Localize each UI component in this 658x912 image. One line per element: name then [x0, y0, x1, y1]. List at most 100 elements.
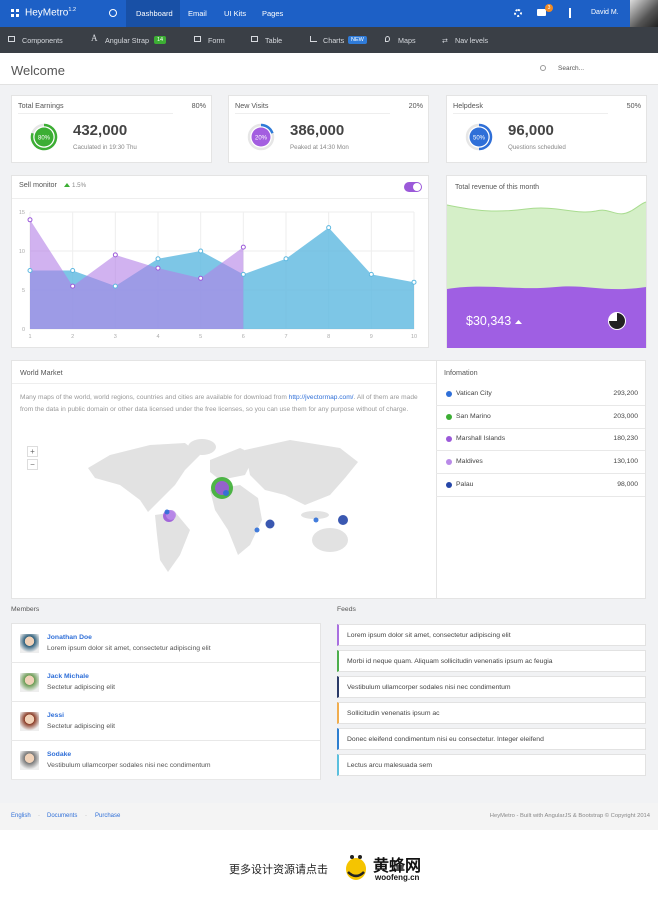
- nav-item[interactable]: UI Kits: [224, 9, 247, 18]
- user-avatar[interactable]: [630, 0, 658, 27]
- member-name: Sodake: [47, 751, 72, 758]
- y-tick-label: 15: [19, 210, 25, 216]
- stat-title: Helpdesk: [453, 101, 483, 110]
- watermark-brand: 黄蜂网: [373, 858, 422, 875]
- x-tick-label: 7: [284, 334, 287, 340]
- revenue-title: Total revenue of this month: [455, 184, 539, 191]
- footer-link[interactable]: Documents: [47, 813, 78, 819]
- info-name: Vatican City: [456, 390, 492, 397]
- info-row: San Marino 203,000: [436, 406, 645, 429]
- map-marker: [338, 515, 348, 525]
- stat-card: Helpdesk 50% 96,000 Questions scheduled 50%: [446, 95, 647, 163]
- icon: [385, 36, 390, 42]
- y-tick-label: 0: [22, 327, 25, 333]
- x-tick-label: 10: [411, 334, 417, 340]
- sort-icon[interactable]: [569, 8, 571, 18]
- member-name: Jonathan Doe: [47, 634, 92, 641]
- info-row: Maldives 130,100: [436, 451, 645, 475]
- nav-item[interactable]: Dashboard: [136, 9, 173, 18]
- donut-center: [469, 127, 489, 147]
- chart-subtitle: 1.5%: [72, 182, 87, 189]
- feed-item: Lorem ipsum dolor sit amet, consectetur …: [337, 624, 646, 646]
- watermark-logo: [346, 855, 366, 880]
- stat-card: Total Earnings 80% 432,000 Caculated in 19:…: [11, 95, 212, 163]
- info-value: 180,230: [613, 435, 638, 443]
- up-arrow: [64, 183, 70, 187]
- separator: ·: [38, 813, 40, 819]
- messages-icon[interactable]: [537, 9, 546, 16]
- top-nav: HeyMetro1.2 Dashboard Email UI Kits Page…: [0, 0, 658, 27]
- icon: [310, 36, 317, 42]
- info-row: Palau 98,000: [436, 474, 645, 497]
- stat-note: Caculated in 19:30 Thu: [73, 144, 137, 151]
- donut-label: 80%: [38, 135, 51, 141]
- icon: [251, 36, 258, 42]
- y-tick-label: 5: [22, 288, 25, 294]
- point: [240, 271, 246, 277]
- page-header: Welcome Search...: [0, 53, 658, 85]
- point: [240, 244, 246, 250]
- divider: [18, 113, 173, 114]
- wave-purple: [447, 286, 646, 348]
- world-map: [88, 439, 358, 572]
- sub-item[interactable]: Charts: [323, 36, 345, 45]
- brand-icon: [11, 9, 19, 17]
- x-tick-label: 9: [370, 334, 373, 340]
- point: [27, 217, 33, 223]
- search-input[interactable]: Search...: [558, 65, 585, 72]
- search-icon: [540, 65, 546, 71]
- user-name[interactable]: David M.: [591, 9, 619, 16]
- donut-center: [34, 127, 54, 147]
- map-marker: [265, 519, 275, 529]
- point: [27, 268, 33, 273]
- point: [198, 275, 204, 281]
- footer-link[interactable]: Purchase: [95, 813, 121, 819]
- check-icon[interactable]: [109, 9, 117, 17]
- revenue-card: Total revenue of this month $30,343: [446, 175, 647, 348]
- member-avatar: [20, 712, 39, 731]
- member-avatar: [20, 634, 39, 653]
- sub-item[interactable]: Maps: [398, 36, 416, 45]
- progress-donut: 50%: [465, 123, 493, 151]
- sub-item[interactable]: Table: [265, 36, 283, 45]
- x-tick-label: 2: [71, 334, 74, 340]
- divider: [235, 113, 390, 114]
- settings-icon[interactable]: [514, 9, 522, 17]
- footer-link[interactable]: English: [11, 813, 31, 819]
- toggle[interactable]: [404, 182, 422, 192]
- point: [112, 283, 118, 289]
- brand[interactable]: HeyMetro1.2: [25, 7, 76, 18]
- info-value: 130,100: [613, 458, 638, 466]
- stat-percent: 20%: [408, 101, 423, 110]
- member-text: Sectetur adipiscing elit: [47, 684, 116, 691]
- nav-item[interactable]: Pages: [262, 9, 284, 18]
- continents: [88, 439, 358, 572]
- message-badge: 3: [545, 4, 553, 12]
- world-desc: Many maps of the world, world regions, c…: [20, 392, 428, 415]
- zoom-out[interactable]: −: [27, 459, 38, 470]
- x-tick-label: 1: [28, 334, 31, 340]
- desc-text: Many maps of the world, world regions, c…: [20, 394, 289, 401]
- wave-green-line: [446, 201, 647, 215]
- sub-item[interactable]: Nav levels: [455, 36, 489, 45]
- sub-nav: Components A Angular Strap 14 Form Table…: [0, 27, 658, 53]
- stat-card: New Visits 20% 386,000 Peaked at 14:30 Mon 2…: [228, 95, 429, 163]
- sub-item[interactable]: Angular Strap: [105, 36, 149, 45]
- sub-item[interactable]: Form: [208, 36, 225, 45]
- stat-note: Questions scheduled: [508, 144, 566, 151]
- page-title: Welcome: [11, 63, 65, 78]
- x-tick-label: 5: [199, 334, 202, 340]
- zoom-in[interactable]: +: [27, 446, 38, 457]
- brand-name: HeyMetro: [25, 7, 69, 19]
- info-value: 98,000: [617, 480, 638, 488]
- divider: [12, 383, 436, 384]
- point: [283, 256, 289, 262]
- member-row: Jack Michale Sectetur adipiscing elit: [11, 663, 320, 702]
- map-marker: [254, 527, 260, 533]
- stat-value: 386,000: [290, 122, 345, 139]
- nav-item[interactable]: Email: [188, 9, 207, 18]
- desc-link[interactable]: http://jvectormap.com/: [288, 394, 354, 401]
- members-title: Members: [11, 606, 40, 613]
- sub-item[interactable]: Components: [22, 36, 63, 45]
